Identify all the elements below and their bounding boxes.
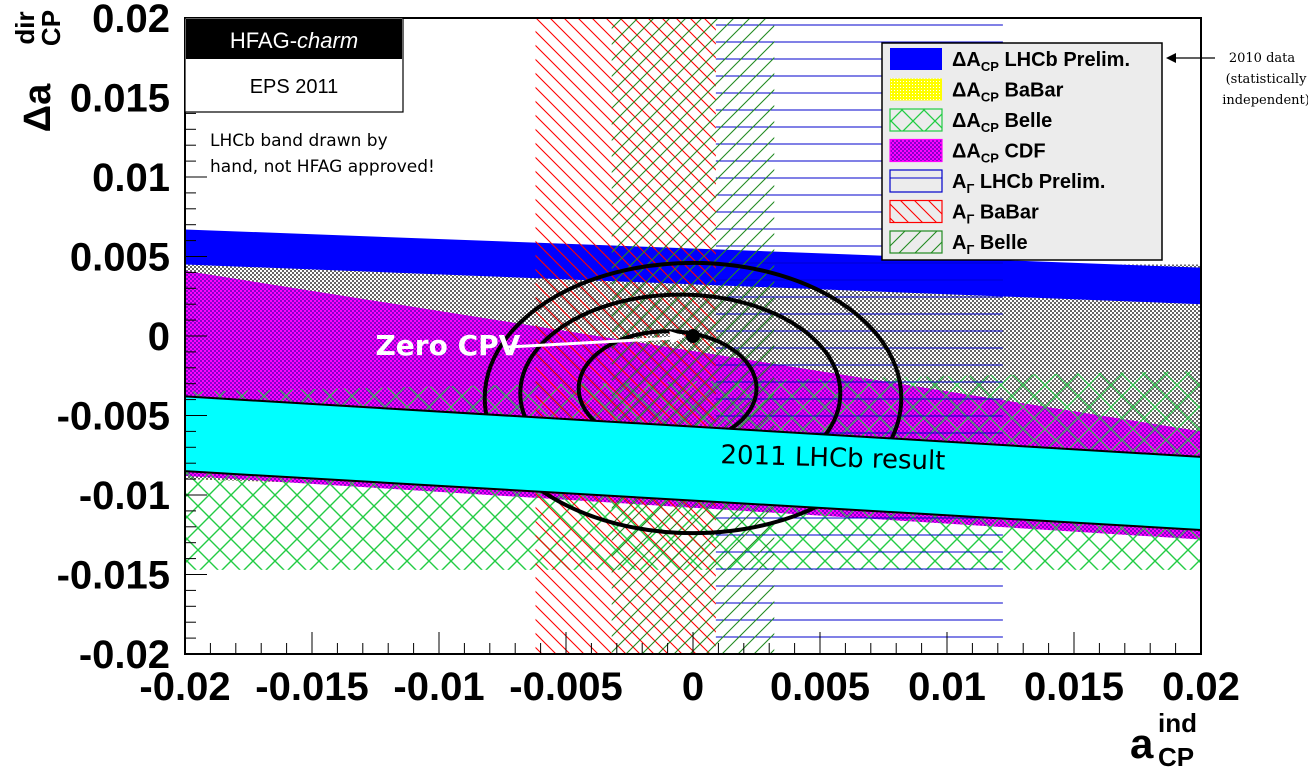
side-note-line-3: independent) xyxy=(1222,93,1308,108)
x-tick-label: -0.015 xyxy=(255,665,368,709)
x-tick-label: -0.02 xyxy=(139,665,230,709)
legend-swatch xyxy=(889,169,943,193)
legend-swatch xyxy=(889,199,943,224)
header-title: HFAG-charm xyxy=(230,28,358,53)
x-axis-title-sub: CP xyxy=(1158,742,1194,772)
y-tick-label: 0.015 xyxy=(70,77,170,121)
y-tick-label: -0.005 xyxy=(57,395,170,439)
legend-label: ΔACP LHCb Prelim. xyxy=(952,49,1130,74)
header-box: HFAG-charm EPS 2011 xyxy=(184,17,404,113)
y-axis-title-sup: dir xyxy=(10,11,40,44)
note-line-2: hand, not HFAG approved! xyxy=(210,157,435,177)
legend-label: AΓ BaBar xyxy=(952,202,1039,227)
x-axis-title: a ind CP xyxy=(1130,708,1197,772)
x-tick-label: 0.005 xyxy=(770,665,870,709)
side-note-arrowhead xyxy=(1166,53,1176,63)
lhcb-result-label: 2011 LHCb result xyxy=(720,440,946,476)
zero-cpv-arrowhead xyxy=(669,331,686,344)
legend-swatch xyxy=(890,78,942,101)
y-axis-title-sub: CP xyxy=(36,10,66,46)
y-tick-label: -0.01 xyxy=(79,474,170,518)
x-axis-title-sup: ind xyxy=(1158,708,1197,738)
side-note-line-1: 2010 data xyxy=(1229,51,1296,66)
svg-text:CP: CP xyxy=(36,10,66,46)
y-tick-label: -0.02 xyxy=(79,633,170,677)
x-tick-label: -0.005 xyxy=(509,665,622,709)
legend-label: AΓ Belle xyxy=(952,232,1028,257)
zero-cpv-label: Zero CPV xyxy=(376,329,521,362)
side-note: 2010 data (statistically independent) xyxy=(1166,51,1308,108)
side-note-line-2: (statistically xyxy=(1226,72,1307,87)
svg-text:Δa: Δa xyxy=(17,83,59,132)
y-tick-label: 0 xyxy=(148,315,170,359)
x-tick-label: -0.01 xyxy=(393,665,484,709)
note-line-1: LHCb band drawn by xyxy=(210,131,388,151)
legend-swatch xyxy=(890,48,942,70)
legend-swatch xyxy=(889,230,943,254)
y-tick-label: 0.02 xyxy=(92,0,170,41)
y-tick-label: 0.01 xyxy=(92,156,170,200)
zero-cpv-arrow xyxy=(505,336,676,349)
legend-swatch xyxy=(889,108,943,132)
x-tick-label: 0.02 xyxy=(1162,665,1240,709)
header-subtitle: EPS 2011 xyxy=(250,76,339,98)
y-axis-title-main: Δa xyxy=(17,83,59,132)
contour-3 xyxy=(482,260,904,536)
legend-label: ΔACP CDF xyxy=(952,141,1046,166)
svg-text:dir: dir xyxy=(10,11,40,44)
x-tick-label: 0 xyxy=(682,665,704,709)
x-tick-label: 0.015 xyxy=(1024,665,1124,709)
legend-swatch xyxy=(889,138,943,163)
legend: ΔACP LHCb Prelim. ΔACP BaBar ΔACP Belle ΔAC… xyxy=(881,42,1163,261)
legend-label: AΓ LHCb Prelim. xyxy=(952,171,1105,196)
y-tick-label: 0.005 xyxy=(70,236,170,280)
band-lhcb-2011 xyxy=(185,395,1201,531)
header-title-bg xyxy=(186,19,402,59)
zero-point-marker xyxy=(686,329,700,343)
y-tick-label: -0.015 xyxy=(57,554,170,598)
x-tick-label: 0.01 xyxy=(908,665,986,709)
x-axis-title-main: a xyxy=(1130,720,1154,767)
legend-label: ΔACP BaBar xyxy=(952,80,1064,105)
legend-label: ΔACP Belle xyxy=(952,110,1052,135)
y-axis-title: Δa dir CP xyxy=(10,10,66,132)
disclaimer-note: LHCb band drawn by hand, not HFAG approv… xyxy=(210,131,435,177)
